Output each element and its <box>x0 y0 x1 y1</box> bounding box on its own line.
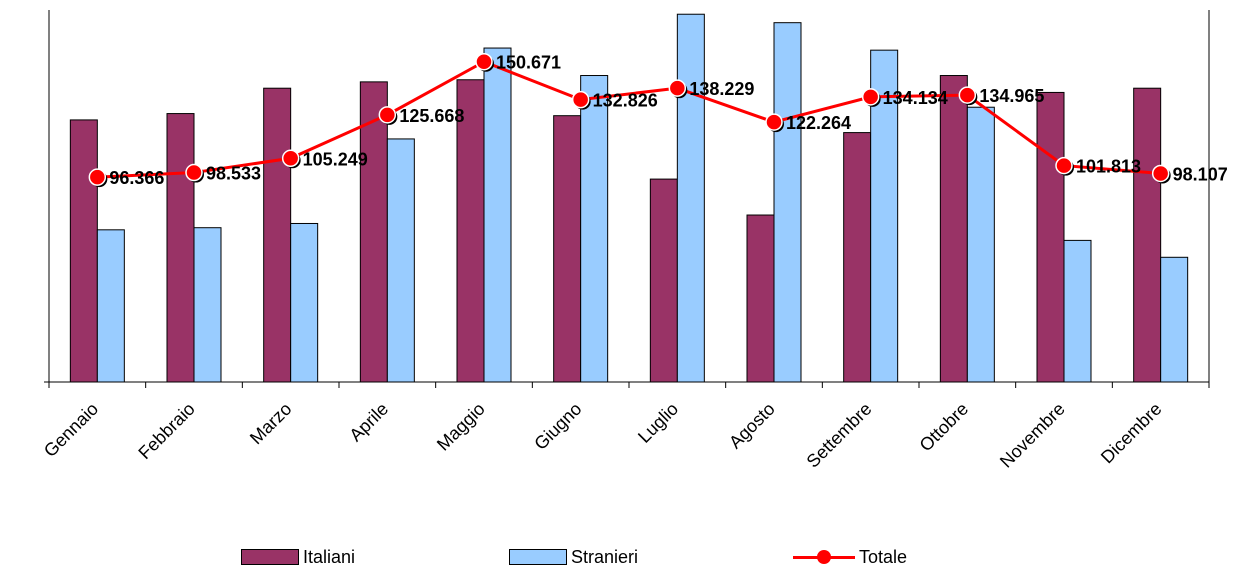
x-tick-label-luglio: Luglio <box>634 399 682 447</box>
bar-italiani-gennaio <box>69 119 98 383</box>
bar-stranieri-luglio <box>676 13 705 383</box>
legend-item-italiani: Italiani <box>241 542 355 572</box>
chart-axes <box>44 10 1210 388</box>
bar-italiani-febbraio <box>166 113 195 383</box>
bar-stranieri-agosto <box>773 22 802 383</box>
bar-stranieri-giugno <box>580 75 609 383</box>
marker-totale-agosto <box>765 113 783 131</box>
marker-totale-luglio <box>668 79 687 97</box>
legend-label-stranieri: Stranieri <box>571 546 639 567</box>
x-tick-label-ottobre: Ottobre <box>916 399 973 456</box>
bar-stranieri-dicembre <box>1160 256 1189 383</box>
data-label-aprile: 125.668 <box>399 106 464 126</box>
bar-stranieri-gennaio <box>96 229 125 383</box>
marker-totale-febbraio <box>185 163 203 182</box>
bar-stranieri-maggio <box>483 47 512 383</box>
bar-italiani-novembre <box>1036 91 1065 383</box>
data-label-ottobre: 134.965 <box>979 86 1044 106</box>
chart-total-line <box>88 52 1171 188</box>
chart-legend: Italiani Stranieri Totale <box>0 542 1255 572</box>
chart-x-tick-labels: Gennaio Febbraio Marzo Aprile Maggio Giugno Lu… <box>40 399 1166 472</box>
marker-totale-novembre <box>1055 156 1073 175</box>
marker-totale-gennaio <box>88 168 107 186</box>
chart-bars <box>69 13 1189 383</box>
legend-label-totale: Totale <box>859 546 908 567</box>
data-label-novembre: 101.813 <box>1076 157 1141 177</box>
bar-italiani-agosto <box>746 214 775 383</box>
x-tick-label-gennaio: Gennaio <box>40 399 102 461</box>
bar-italiani-settembre <box>843 132 872 383</box>
bar-stranieri-febbraio <box>193 227 222 383</box>
bar-italiani-luglio <box>649 178 678 383</box>
marker-totale-dicembre <box>1151 164 1170 183</box>
marker-totale-ottobre <box>958 86 977 104</box>
x-tick-label-febbraio: Febbraio <box>134 399 198 463</box>
x-tick-label-dicembre: Dicembre <box>1097 399 1166 468</box>
legend-item-totale: Totale <box>793 542 907 572</box>
legend-swatch-totale <box>793 547 855 567</box>
bar-italiani-giugno <box>553 115 582 383</box>
x-tick-label-novembre: Novembre <box>996 399 1069 472</box>
marker-totale-aprile <box>378 106 397 124</box>
data-label-dicembre: 98.107 <box>1173 164 1228 184</box>
line-totale <box>97 60 1161 179</box>
data-label-agosto: 122.264 <box>786 113 851 133</box>
marker-totale-giugno <box>571 90 590 109</box>
bar-italiani-maggio <box>456 79 485 383</box>
bar-stranieri-ottobre <box>966 106 995 383</box>
data-label-settembre: 134.134 <box>883 88 948 108</box>
data-label-giugno: 132.826 <box>593 91 658 111</box>
x-tick-label-agosto: Agosto <box>725 399 779 453</box>
legend-swatch-stranieri <box>509 549 567 565</box>
legend-item-stranieri: Stranieri <box>509 542 638 572</box>
data-label-gennaio: 96.366 <box>109 168 164 188</box>
bar-italiani-marzo <box>263 87 292 383</box>
bar-stranieri-novembre <box>1063 239 1092 383</box>
data-label-maggio: 150.671 <box>496 53 561 73</box>
x-tick-label-marzo: Marzo <box>246 399 296 449</box>
bar-stranieri-aprile <box>386 138 415 383</box>
bar-italiani-ottobre <box>939 75 968 383</box>
bar-italiani-aprile <box>359 81 388 383</box>
x-tick-label-giugno: Giugno <box>530 399 585 454</box>
data-label-luglio: 138.229 <box>689 79 754 99</box>
legend-swatch-italiani <box>241 549 299 565</box>
legend-label-italiani: Italiani <box>303 546 356 567</box>
chart-data-labels: 96.366 98.533 105.249 125.668 150.671 132.826… <box>109 53 1227 188</box>
x-tick-label-aprile: Aprile <box>345 399 392 446</box>
marker-totale-maggio <box>475 52 493 71</box>
x-tick-label-settembre: Settembre <box>803 399 876 472</box>
bar-stranieri-marzo <box>290 222 319 383</box>
x-tick-label-maggio: Maggio <box>433 399 489 455</box>
marker-totale-marzo <box>281 149 300 168</box>
data-label-febbraio: 98.533 <box>206 164 261 184</box>
bar-italiani-dicembre <box>1133 87 1162 383</box>
data-label-marzo: 105.249 <box>303 149 368 169</box>
marker-totale-settembre <box>861 88 880 106</box>
